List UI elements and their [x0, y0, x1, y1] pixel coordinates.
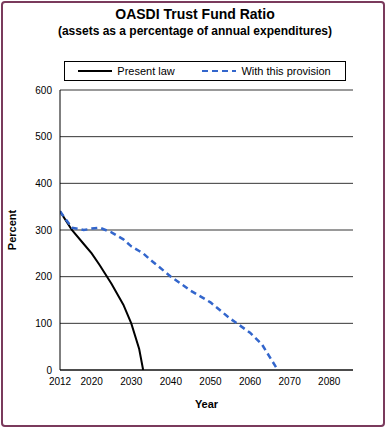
svg-text:2020: 2020	[81, 376, 104, 387]
svg-text:2080: 2080	[318, 376, 341, 387]
html-text:OASDI Trust Fund Ratio: OASDI Trust Fund Ratio	[115, 6, 275, 22]
svg-text:600: 600	[35, 85, 52, 96]
svg-text:2050: 2050	[199, 376, 222, 387]
svg-text:2070: 2070	[279, 376, 302, 387]
svg-text:500: 500	[35, 131, 52, 142]
svg-text:0: 0	[46, 365, 52, 376]
svg-text:Year: Year	[195, 398, 219, 410]
svg-text:300: 300	[35, 225, 52, 236]
svg-text:2012: 2012	[49, 376, 72, 387]
svg-text:2030: 2030	[120, 376, 143, 387]
svg-text:2040: 2040	[160, 376, 183, 387]
html-text:With this provision: With this provision	[241, 65, 331, 77]
svg-text:2060: 2060	[239, 376, 262, 387]
html-text:Present law: Present law	[117, 65, 175, 77]
html-text:(assets as a percentage of ann: (assets as a percentage of annual expend…	[57, 24, 332, 38]
svg-text:Percent: Percent	[8, 209, 18, 250]
svg-text:200: 200	[35, 271, 52, 282]
svg-text:100: 100	[35, 318, 52, 329]
svg-text:400: 400	[35, 178, 52, 189]
